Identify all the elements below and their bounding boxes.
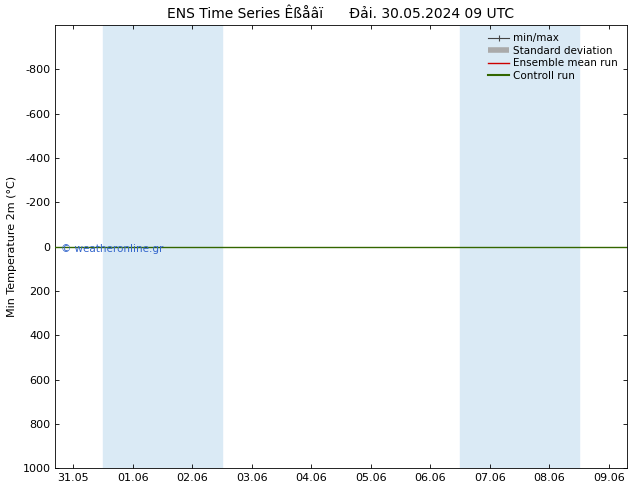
Bar: [460, 25, 579, 468]
Title: ENS Time Series Êßåâï      Đải. 30.05.2024 09 UTC: ENS Time Series Êßåâï Đải. 30.05.2024 09…: [167, 7, 515, 21]
Y-axis label: Min Temperature 2m (°C): Min Temperature 2m (°C): [7, 176, 17, 317]
Legend: min/max, Standard deviation, Ensemble mean run, Controll run: min/max, Standard deviation, Ensemble me…: [485, 30, 621, 84]
Bar: [103, 25, 222, 468]
Text: © weatheronline.gr: © weatheronline.gr: [61, 245, 164, 254]
